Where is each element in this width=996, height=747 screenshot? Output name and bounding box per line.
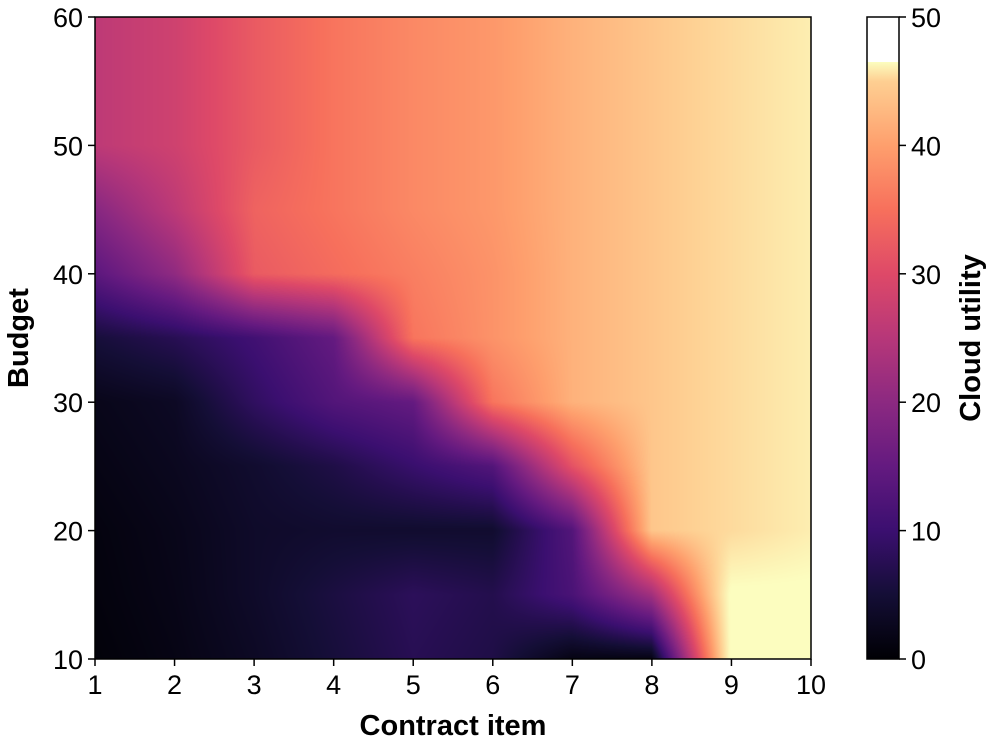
x-tick-label: 4 xyxy=(326,670,341,700)
colorbar: 0 10 20 30 40 50 Cloud utility xyxy=(866,3,987,675)
y-tick-label: 40 xyxy=(53,260,83,290)
colorbar-ticks: 0 10 20 30 40 50 xyxy=(899,3,941,675)
heatmap-image xyxy=(95,17,811,659)
colorbar-tick-label: 0 xyxy=(911,645,926,675)
x-tick-label: 10 xyxy=(796,670,826,700)
plot-frame xyxy=(94,16,812,660)
x-tick-label: 2 xyxy=(167,670,182,700)
x-tick-label: 6 xyxy=(485,670,500,700)
y-tick-label: 30 xyxy=(53,388,83,418)
y-tick-label: 60 xyxy=(53,3,83,33)
colorbar-tick-label: 40 xyxy=(911,131,941,161)
colorbar-label: Cloud utility xyxy=(955,254,987,422)
x-tick-label: 1 xyxy=(87,670,102,700)
colorbar-gradient xyxy=(866,16,900,660)
x-tick-label: 9 xyxy=(724,670,739,700)
y-axis-title: Budget xyxy=(3,288,35,388)
heatmap-plot-area xyxy=(94,16,812,660)
colorbar-tick-label: 10 xyxy=(911,517,941,547)
y-tick-label: 20 xyxy=(53,517,83,547)
colorbar-tick-label: 30 xyxy=(911,260,941,290)
y-axis-ticks: 10 20 30 40 50 60 xyxy=(53,3,95,675)
colorbar-tick-label: 50 xyxy=(911,3,941,33)
x-tick-label: 5 xyxy=(406,670,421,700)
x-tick-label: 8 xyxy=(644,670,659,700)
colorbar-tick-label: 20 xyxy=(911,388,941,418)
x-tick-label: 7 xyxy=(565,670,580,700)
x-tick-label: 3 xyxy=(247,670,262,700)
x-axis-ticks: 1 2 3 4 5 6 7 8 9 10 xyxy=(87,659,826,700)
x-axis-title: Contract item xyxy=(360,710,547,742)
y-tick-label: 10 xyxy=(53,645,83,675)
y-tick-label: 50 xyxy=(53,131,83,161)
